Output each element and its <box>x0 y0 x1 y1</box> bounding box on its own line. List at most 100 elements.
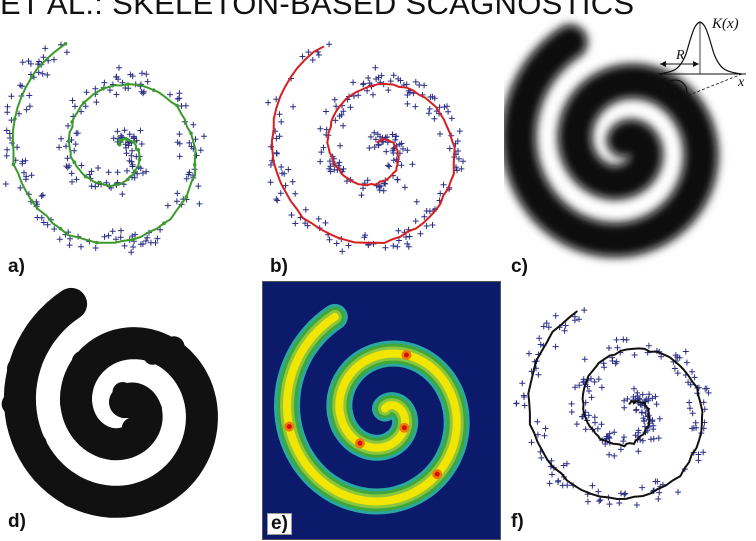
panel-a-label: a) <box>8 256 25 277</box>
panel-b-point <box>360 185 366 192</box>
panel-d-blob <box>186 386 210 410</box>
panel-f-point <box>618 490 624 497</box>
panel-f-point <box>686 399 693 406</box>
gaussian-kernel-icon: K(x) R x <box>657 16 746 105</box>
panel-a-point <box>122 85 129 91</box>
panel-b-point <box>448 115 455 122</box>
panel-a-point <box>174 96 181 102</box>
panel-a-point <box>133 153 140 160</box>
panel-a-point <box>63 163 70 170</box>
panel-a-skeleton-node <box>72 160 77 164</box>
panel-b-point <box>366 80 373 87</box>
panel-a-point <box>114 169 121 176</box>
panel-a-point <box>126 157 133 164</box>
panel-f-point <box>595 376 602 383</box>
panel-f-point <box>598 384 605 391</box>
panel-a-point <box>95 165 102 171</box>
panel-b-point <box>331 96 338 103</box>
panel-a-point <box>176 153 183 160</box>
panel-b-point <box>345 242 352 249</box>
panel-b-point <box>389 131 396 138</box>
panel-c-density <box>504 26 716 255</box>
panel-a-point <box>3 127 10 134</box>
panel-d-blob <box>180 438 200 458</box>
panel-a-skeleton-node <box>151 88 156 92</box>
panel-b-point <box>445 108 452 115</box>
panel-b-point <box>371 129 378 136</box>
panel-b-point <box>416 82 423 88</box>
panel-f-point <box>536 335 543 342</box>
panel-a-point <box>132 231 139 238</box>
panel-f-point <box>631 352 638 358</box>
panel-e-peak <box>357 440 363 446</box>
panel-a-point <box>39 192 46 199</box>
panel-f-point <box>674 370 681 377</box>
panel-b-point <box>412 103 419 110</box>
panel-a-point <box>183 175 190 182</box>
panel-d-blob <box>87 426 112 452</box>
panel-f-point <box>650 422 657 429</box>
panel-a-point <box>58 135 65 142</box>
panel-f-point <box>581 307 588 314</box>
panel-b-point <box>366 145 373 151</box>
panel-a-point <box>93 99 100 106</box>
panel-a-point <box>25 58 32 65</box>
panel-b-point <box>302 206 309 213</box>
panel-a-point <box>174 139 181 146</box>
panel-a-point <box>21 169 27 176</box>
panel-f-point <box>596 498 603 505</box>
panel-f-point <box>521 402 528 409</box>
panel-b-point <box>390 242 397 249</box>
panel-a-point <box>137 127 144 134</box>
panel-a-point <box>26 92 33 99</box>
panel-b-point <box>281 170 288 177</box>
panel-b-point <box>278 118 285 125</box>
panel-b-point <box>423 208 430 214</box>
panel-a-skeleton-node <box>175 103 179 108</box>
panel-f-point <box>645 342 652 349</box>
panel-b-point <box>409 161 416 168</box>
panel-a-point <box>138 141 145 147</box>
panel-a-point <box>2 181 9 187</box>
panel-f-point <box>689 368 695 375</box>
panel-a-skeleton-node <box>189 131 193 136</box>
panel-b-point <box>304 222 311 229</box>
panel-a-skeleton-node <box>132 169 137 173</box>
panel-a-point <box>56 236 63 243</box>
panel-a-point <box>115 76 122 83</box>
panel-a-point <box>124 167 130 174</box>
panel-b: b) <box>252 14 504 280</box>
panel-a-point <box>4 146 11 153</box>
panel-b-point <box>446 145 453 152</box>
panel-f-point <box>621 491 628 498</box>
panel-b-point <box>403 81 410 88</box>
panel-b-point <box>322 219 329 226</box>
panel-f-point <box>591 378 598 385</box>
panel-f-point <box>690 425 697 431</box>
panel-a-skeleton-node <box>98 180 102 185</box>
panel-f-point <box>538 454 545 461</box>
panel-a-point <box>72 141 79 148</box>
panel-b-point <box>317 125 324 132</box>
panel-b-point <box>426 105 433 112</box>
panel-b-skeleton-line <box>270 45 456 245</box>
panel-b-point <box>373 76 380 82</box>
panel-f-point <box>613 336 620 343</box>
panel-b-point <box>412 78 419 85</box>
panel-b-point <box>327 158 333 165</box>
panel-b-point <box>404 92 411 98</box>
panel-b-point <box>393 133 400 140</box>
panel-a-point <box>35 69 42 76</box>
panel-d: d) <box>0 280 252 541</box>
panel-f-point <box>559 482 566 489</box>
panel-a-point <box>126 131 133 138</box>
panel-b-point <box>387 78 394 85</box>
panel-a-point <box>121 242 128 249</box>
panel-f-point <box>597 497 604 503</box>
panel-a-point <box>144 234 151 241</box>
panel-b-point <box>318 149 325 156</box>
panel-a-skeleton-node <box>101 86 105 91</box>
panel-b-point <box>413 198 420 205</box>
panel-a-skeleton-node <box>82 100 86 105</box>
panel-a-point <box>6 130 13 137</box>
